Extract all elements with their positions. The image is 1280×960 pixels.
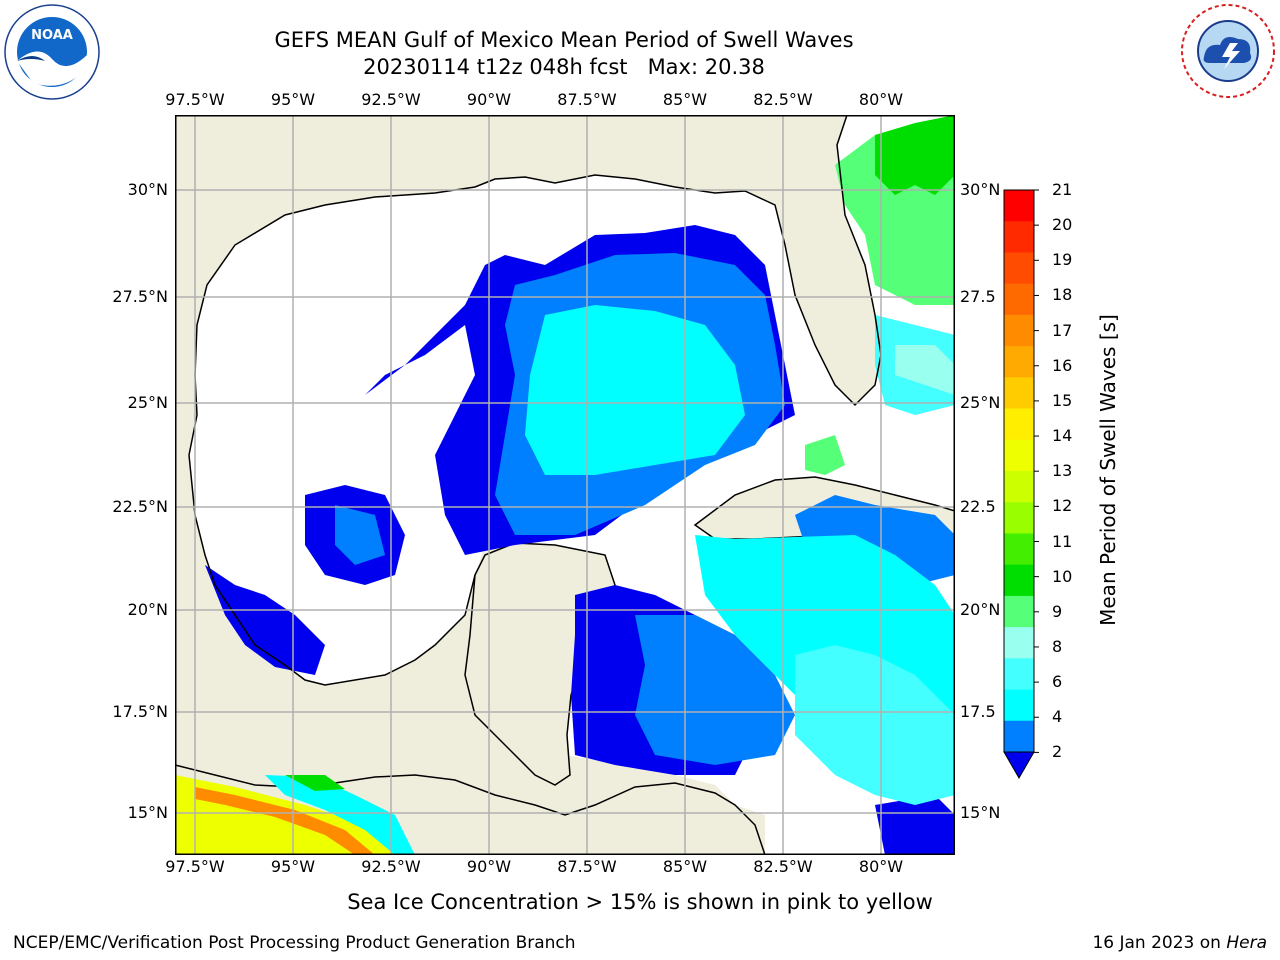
lon-label-bottom: 97.5°W: [165, 857, 225, 876]
colorbar-segment: [1004, 314, 1034, 347]
lat-label-right: 25°N: [960, 393, 1001, 412]
colorbar-tick-label: 9: [1052, 601, 1063, 621]
colorbar-tick-label: 6: [1052, 672, 1063, 692]
colorbar-tick-label: 15: [1052, 390, 1073, 410]
noaa-logo: NOAA: [4, 4, 100, 100]
lon-label-top: 80°W: [858, 90, 904, 109]
lat-label-left: 17.5°N: [112, 702, 168, 721]
lat-label-right: 30°N: [960, 180, 1001, 199]
colorbar-extend-arrow: [1003, 751, 1035, 780]
colorbar-segment: [1004, 283, 1034, 316]
colorbar-segment: [1004, 564, 1034, 597]
colorbar-tick-label: 8: [1052, 636, 1063, 656]
colorbar-segment: [1004, 595, 1034, 628]
nws-logo: [1181, 4, 1275, 98]
lat-label-right: 20°N: [960, 600, 1001, 619]
colorbar-tick-label: 13: [1052, 461, 1073, 481]
colorbar-tick-label: 20: [1052, 215, 1073, 235]
lat-label-right: 27.5: [960, 287, 996, 306]
footer-credit: NCEP/EMC/Verification Post Processing Pr…: [13, 933, 576, 953]
colorbar-segment: [1004, 627, 1034, 659]
colorbar-segment: [1004, 377, 1034, 410]
sea-ice-note: Sea Ice Concentration > 15% is shown in …: [347, 890, 933, 914]
lon-label-top: 95°W: [270, 90, 316, 109]
map-frame: [175, 115, 955, 855]
lon-label-bottom: 82.5°W: [753, 857, 813, 876]
map-panel: [175, 115, 955, 855]
chart-title-line1: GEFS MEAN Gulf of Mexico Mean Period of …: [274, 28, 854, 52]
lat-label-left: 15°N: [127, 803, 168, 822]
colorbar-tick-label: 4: [1052, 707, 1063, 727]
colorbar-segment: [1004, 720, 1034, 753]
lon-label-top: 97.5°W: [165, 90, 225, 109]
colorbar: [1003, 189, 1039, 780]
lat-label-left: 30°N: [127, 180, 168, 199]
svg-text:NOAA: NOAA: [31, 28, 73, 43]
colorbar-segment: [1004, 502, 1034, 534]
colorbar-segment: [1004, 658, 1034, 691]
lon-label-bottom: 92.5°W: [361, 857, 421, 876]
lat-label-right: 17.5: [960, 702, 996, 721]
lon-label-top: 90°W: [466, 90, 512, 109]
colorbar-segment: [1004, 346, 1034, 378]
colorbar-segment: [1004, 252, 1034, 285]
colorbar-segment: [1004, 221, 1034, 253]
lat-label-right: 15°N: [960, 803, 1001, 822]
colorbar-segment: [1004, 439, 1034, 472]
colorbar-segment: [1004, 533, 1034, 566]
colorbar-segment: [1004, 471, 1034, 503]
lon-label-top: 92.5°W: [361, 90, 421, 109]
lon-label-top: 87.5°W: [557, 90, 617, 109]
lon-label-bottom: 85°W: [662, 857, 708, 876]
lat-label-right: 22.5: [960, 497, 996, 516]
lat-label-left: 20°N: [127, 600, 168, 619]
lon-label-bottom: 90°W: [466, 857, 512, 876]
colorbar-tick-label: 19: [1052, 250, 1073, 270]
colorbar-segment: [1004, 190, 1034, 222]
colorbar-tick-label: 10: [1052, 566, 1073, 586]
colorbar-tick-label: 11: [1052, 531, 1073, 551]
lon-label-top: 82.5°W: [753, 90, 813, 109]
colorbar-tick-label: 14: [1052, 426, 1073, 446]
colorbar-tick-label: 17: [1052, 320, 1073, 340]
lat-label-left: 25°N: [127, 393, 168, 412]
colorbar-tick-label: 21: [1052, 180, 1073, 199]
footer-host: Hera: [1226, 933, 1267, 953]
colorbar-segment: [1004, 408, 1034, 441]
lon-label-top: 85°W: [662, 90, 708, 109]
coastline: [188, 115, 882, 686]
colorbar-tick-label: 16: [1052, 355, 1073, 375]
lon-label-bottom: 80°W: [858, 857, 904, 876]
colorbar-tick-label: 2: [1052, 742, 1063, 762]
swell-field: [175, 115, 955, 855]
colorbar-tick-label: 18: [1052, 285, 1073, 305]
lat-label-left: 22.5°N: [112, 497, 168, 516]
colorbar-label: Mean Period of Swell Waves [s]: [1096, 314, 1120, 626]
lon-label-bottom: 87.5°W: [557, 857, 617, 876]
footer-date: 16 Jan 2023 on Hera: [1092, 933, 1267, 953]
graticule: [175, 115, 955, 855]
footer-date-text: 16 Jan 2023 on: [1092, 933, 1227, 953]
colorbar-segment: [1004, 689, 1034, 722]
lon-label-bottom: 95°W: [270, 857, 316, 876]
lat-label-left: 27.5°N: [112, 287, 168, 306]
colorbar-tick-label: 12: [1052, 496, 1073, 516]
chart-title-line2: 20230114 t12z 048h fcst Max: 20.38: [363, 55, 765, 79]
